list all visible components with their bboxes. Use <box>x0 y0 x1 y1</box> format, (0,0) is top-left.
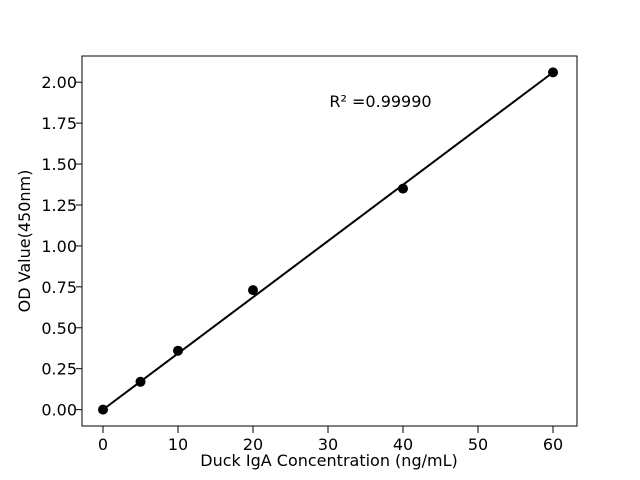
y-tick-label: 1.25 <box>41 196 77 215</box>
y-tick-label: 1.50 <box>41 155 77 174</box>
y-axis-ticks: 0.00 0.25 0.50 0.75 1.00 1.25 1.50 1.75 2.00 <box>41 73 82 420</box>
y-tick-label: 0.25 <box>41 360 77 379</box>
x-tick-label: 50 <box>468 435 488 454</box>
y-tick-label: 1.00 <box>41 237 77 256</box>
y-axis-label: OD Value(450nm) <box>15 170 34 313</box>
data-point <box>98 404 108 415</box>
data-series <box>98 67 558 415</box>
data-point <box>173 345 183 356</box>
y-tick-label: 0.75 <box>41 278 77 297</box>
x-tick-label: 0 <box>98 435 108 454</box>
y-tick-label: 0.50 <box>41 319 77 338</box>
r-squared-annotation: R² =0.99990 <box>329 92 431 111</box>
x-tick-label: 60 <box>543 435 563 454</box>
x-tick-label: 20 <box>243 435 263 454</box>
data-point <box>135 376 146 387</box>
fit-line <box>102 71 554 411</box>
data-point <box>548 67 558 78</box>
data-point <box>248 285 258 296</box>
x-axis-label: Duck IgA Concentration (ng/mL) <box>200 451 457 470</box>
data-point <box>398 183 408 194</box>
y-tick-label: 2.00 <box>41 73 77 92</box>
y-tick-label: 1.75 <box>41 114 77 133</box>
x-tick-label: 10 <box>168 435 188 454</box>
x-tick-label: 30 <box>318 435 338 454</box>
x-axis-ticks: 0 10 20 30 40 50 60 <box>98 426 563 454</box>
x-tick-label: 40 <box>393 435 413 454</box>
y-tick-label: 0.00 <box>41 401 77 420</box>
plot-area-border <box>81 55 578 427</box>
